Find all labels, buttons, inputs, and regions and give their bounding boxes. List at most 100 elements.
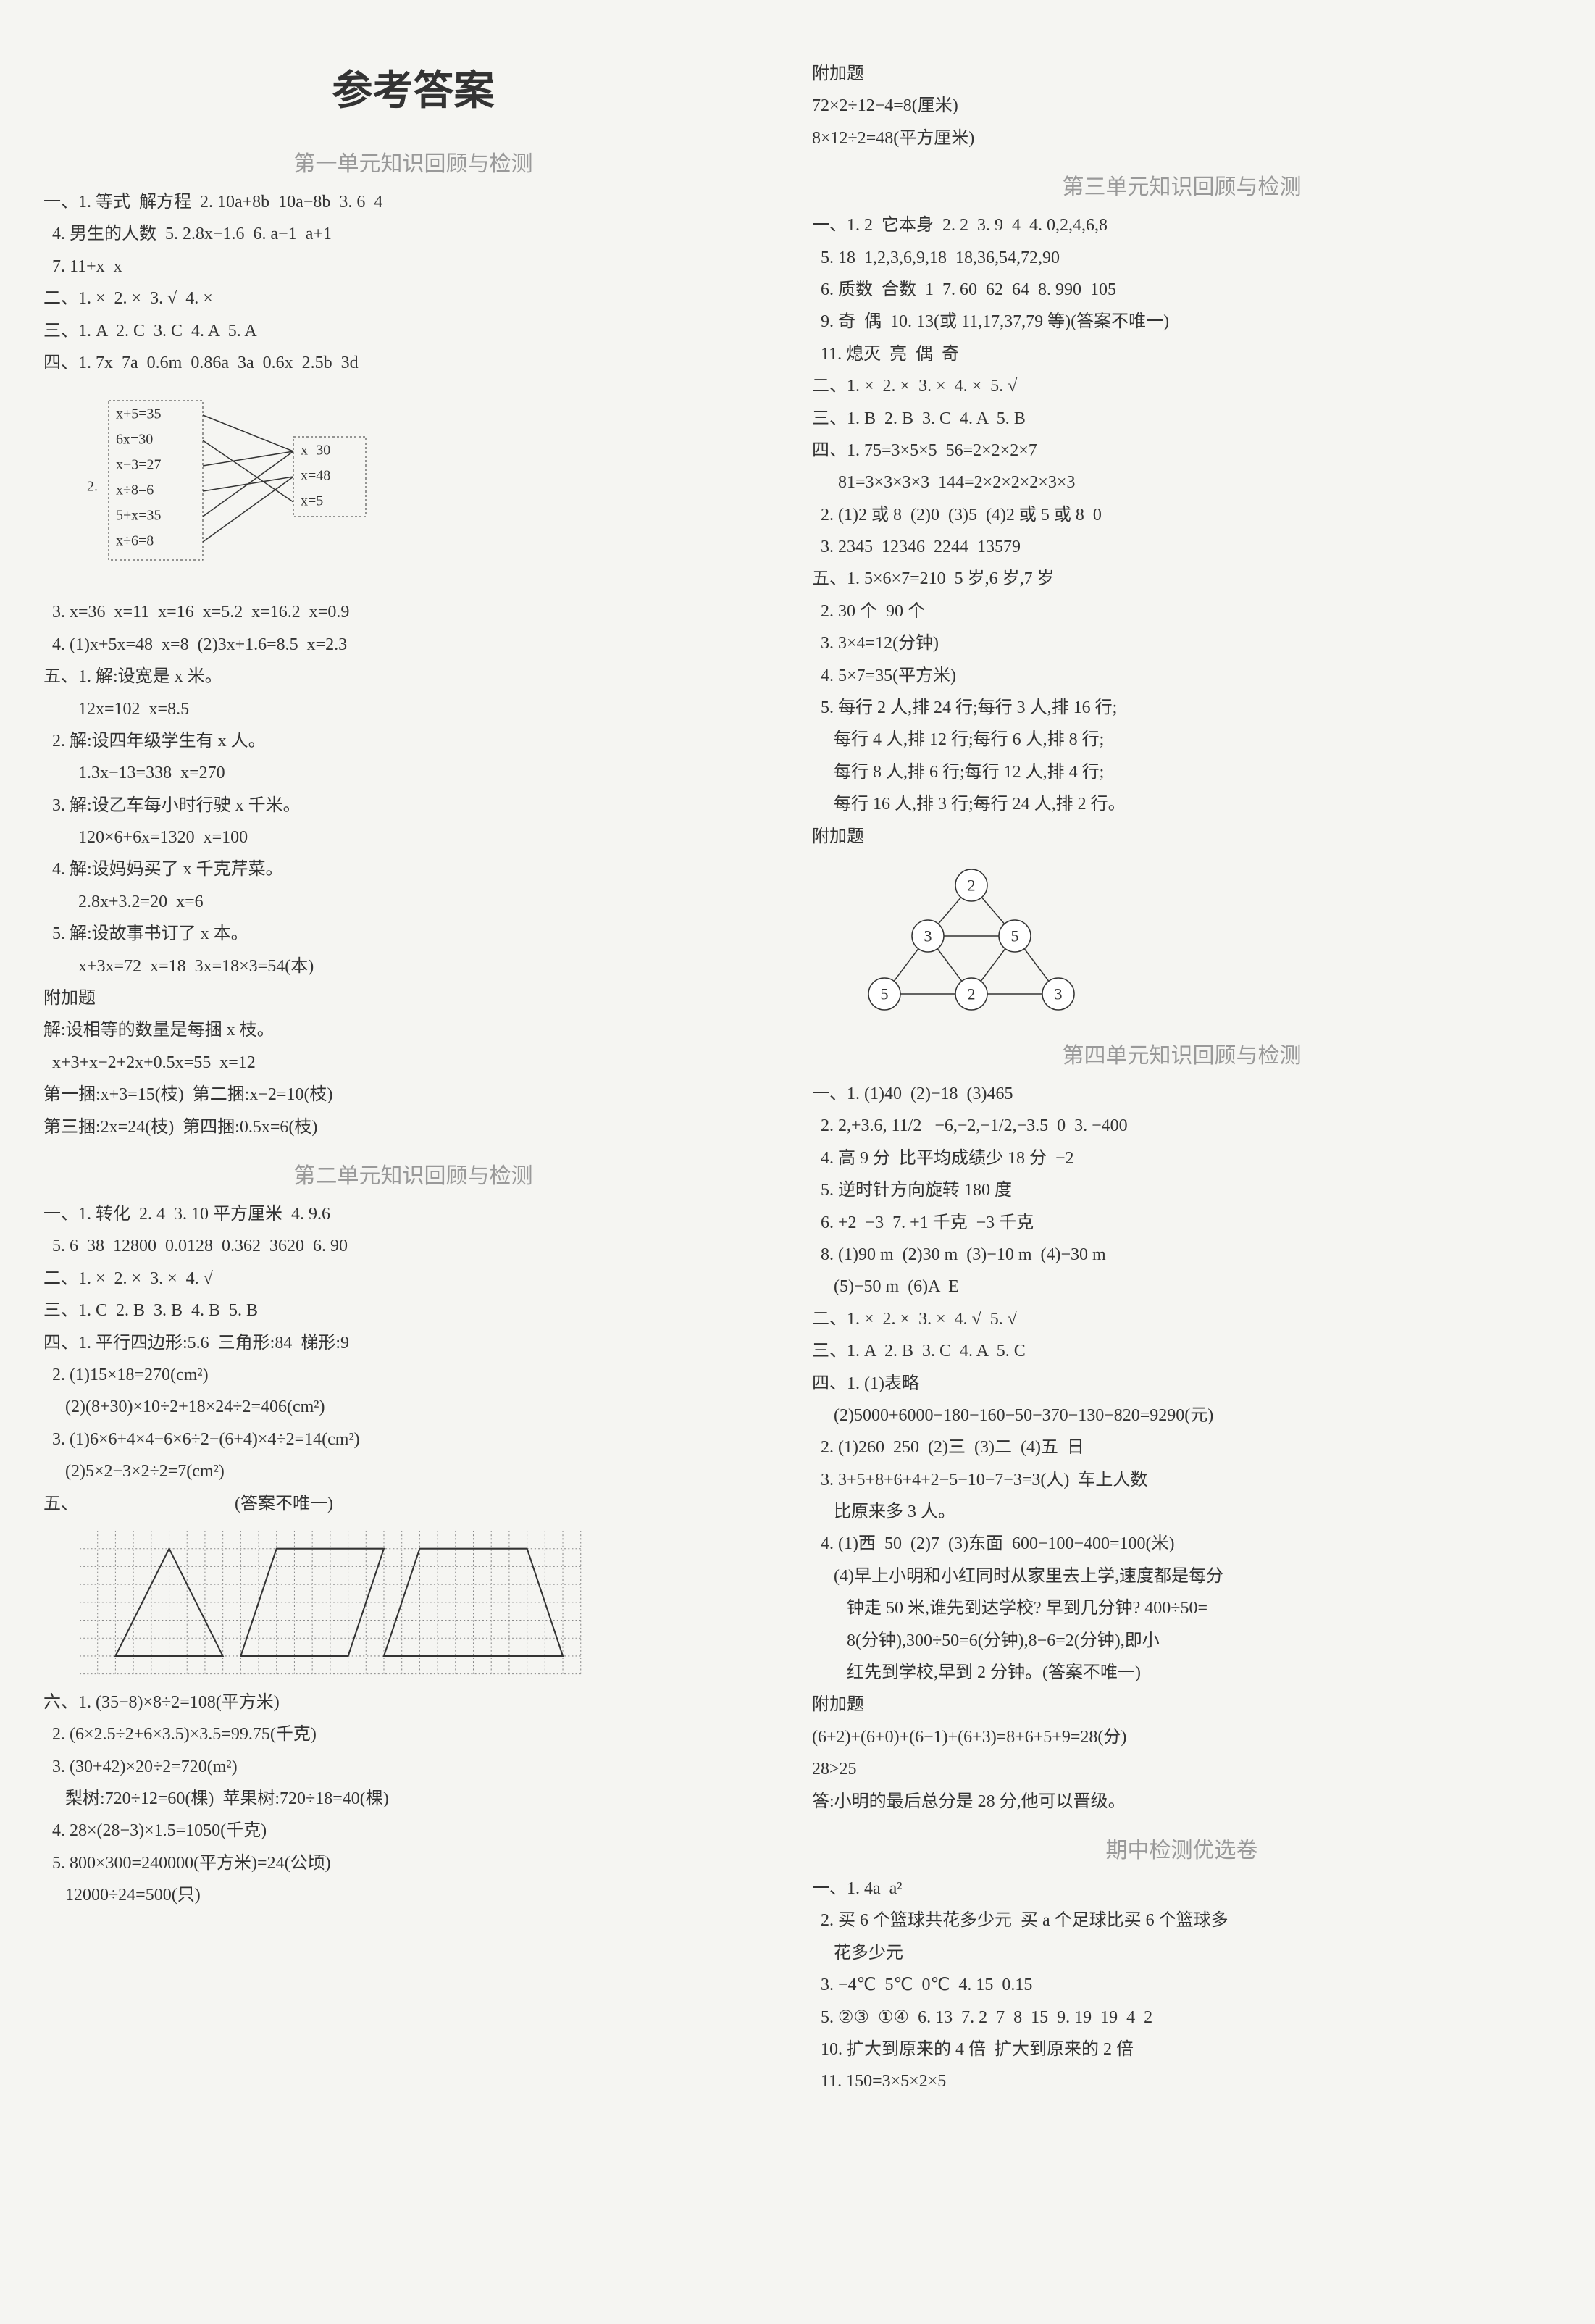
text-line: 梨树:720÷12=60(棵) 苹果树:720÷18=40(棵) bbox=[43, 1783, 783, 1815]
text-line: 12x=102 x=8.5 bbox=[43, 693, 783, 725]
text-line: 三、1. B 2. B 3. C 4. A 5. B bbox=[812, 403, 1552, 435]
unit2-title: 第二单元知识回顾与检测 bbox=[43, 1158, 783, 1190]
text-line: 6. 质数 合数 1 7. 60 62 64 8. 990 105 bbox=[812, 274, 1552, 306]
text-line: 红先到学校,早到 2 分钟。(答案不唯一) bbox=[812, 1657, 1552, 1689]
text-line: 四、1. 7x 7a 0.6m 0.86a 3a 0.6x 2.5b 3d bbox=[43, 347, 783, 379]
text-line: 每行 16 人,排 3 行;每行 24 人,排 2 行。 bbox=[812, 788, 1552, 820]
text-line: 答:小明的最后总分是 28 分,他可以晋级。 bbox=[812, 1786, 1552, 1818]
right-column: 附加题72×2÷12−4=8(厘米)8×12÷2=48(平方厘米) 第三单元知识… bbox=[812, 58, 1552, 2098]
text-line: 2. (6×2.5÷2+6×3.5)×3.5=99.75(千克) bbox=[43, 1718, 783, 1750]
text-line: 三、1. A 2. C 3. C 4. A 5. A bbox=[43, 315, 783, 347]
text-line: 2. (1)260 250 (2)三 (3)二 (4)五 日 bbox=[812, 1431, 1552, 1463]
text-line: 2. 解:设四年级学生有 x 人。 bbox=[43, 725, 783, 757]
unit1-title: 第一单元知识回顾与检测 bbox=[43, 146, 783, 177]
text-line: 1.3x−13=338 x=270 bbox=[43, 757, 783, 789]
text-line: 五、 (答案不唯一) bbox=[43, 1488, 783, 1520]
unit4-content: 一、1. (1)40 (2)−18 (3)465 2. 2,+3.6, 11/2… bbox=[812, 1078, 1552, 1818]
text-line: 五、1. 解:设宽是 x 米。 bbox=[43, 661, 783, 693]
text-line: x+3x=72 x=18 3x=18×3=54(本) bbox=[43, 950, 783, 982]
text-line: 2. 2,+3.6, 11/2 −6,−2,−1/2,−3.5 0 3. −40… bbox=[812, 1110, 1552, 1142]
text-line: 花多少元 bbox=[812, 1937, 1552, 1969]
text-line: 附加题 bbox=[812, 1689, 1552, 1721]
text-line: 附加题 bbox=[812, 821, 1552, 853]
text-line: 比原来多 3 人。 bbox=[812, 1496, 1552, 1528]
unit4-title: 第四单元知识回顾与检测 bbox=[812, 1037, 1552, 1069]
svg-text:5: 5 bbox=[1011, 927, 1019, 945]
text-line: 第一捆:x+3=15(枝) 第二捆:x−2=10(枝) bbox=[43, 1079, 783, 1111]
unit2-content: 一、1. 转化 2. 4 3. 10 平方厘米 4. 9.6 5. 6 38 1… bbox=[43, 1198, 783, 1520]
text-line: 8(分钟),300÷50=6(分钟),8−6=2(分钟),即小 bbox=[812, 1625, 1552, 1657]
svg-text:x=30: x=30 bbox=[301, 443, 330, 459]
text-line: 4. 5×7=35(平方米) bbox=[812, 660, 1552, 692]
text-line: 附加题 bbox=[43, 982, 783, 1014]
svg-text:x=48: x=48 bbox=[301, 468, 330, 484]
text-line: 3. x=36 x=11 x=16 x=5.2 x=16.2 x=0.9 bbox=[43, 596, 783, 628]
text-line: (2)5×2−3×2÷2=7(cm²) bbox=[43, 1455, 783, 1487]
text-line: 120×6+6x=1320 x=100 bbox=[43, 822, 783, 853]
text-line: 附加题 bbox=[812, 58, 1552, 90]
text-line: 11. 熄灭 亮 偶 奇 bbox=[812, 338, 1552, 370]
unit3-title: 第三单元知识回顾与检测 bbox=[812, 169, 1552, 201]
text-line: 每行 8 人,排 6 行;每行 12 人,排 4 行; bbox=[812, 756, 1552, 788]
text-line: 钟走 50 米,谁先到达学校? 早到几分钟? 400÷50= bbox=[812, 1592, 1552, 1624]
text-line: 2. 30 个 90 个 bbox=[812, 595, 1552, 627]
text-line: (2)5000+6000−180−160−50−370−130−820=9290… bbox=[812, 1400, 1552, 1431]
text-line: 2.8x+3.2=20 x=6 bbox=[43, 886, 783, 918]
text-line: 3. 解:设乙车每小时行驶 x 千米。 bbox=[43, 790, 783, 822]
text-line: 二、1. × 2. × 3. × 4. √ 5. √ bbox=[812, 1303, 1552, 1335]
svg-text:x÷6=8: x÷6=8 bbox=[116, 533, 154, 549]
text-line: 3. (30+42)×20÷2=720(m²) bbox=[43, 1751, 783, 1783]
text-line: 12000÷24=500(只) bbox=[43, 1879, 783, 1911]
text-line: 3. 3×4=12(分钟) bbox=[812, 627, 1552, 659]
unit3-content: 一、1. 2 它本身 2. 2 3. 9 4 4. 0,2,4,6,8 5. 1… bbox=[812, 209, 1552, 853]
svg-text:3: 3 bbox=[924, 927, 932, 945]
text-line: 4. (1)x+5x=48 x=8 (2)3x+1.6=8.5 x=2.3 bbox=[43, 629, 783, 661]
text-line: 一、1. 等式 解方程 2. 10a+8b 10a−8b 3. 6 4 bbox=[43, 186, 783, 218]
text-line: (4)早上小明和小红同时从家里去上学,速度都是每分 bbox=[812, 1560, 1552, 1592]
node-diagram: 235523 bbox=[848, 864, 1094, 1023]
text-line: x+3+x−2+2x+0.5x=55 x=12 bbox=[43, 1047, 783, 1079]
text-line: 5. 18 1,2,3,6,9,18 18,36,54,72,90 bbox=[812, 242, 1552, 274]
text-line: 二、1. × 2. × 3. × 4. × 5. √ bbox=[812, 370, 1552, 402]
text-line: 5. 解:设故事书订了 x 本。 bbox=[43, 918, 783, 950]
text-line: 四、1. 平行四边形:5.6 三角形:84 梯形:9 bbox=[43, 1327, 783, 1359]
text-line: 8×12÷2=48(平方厘米) bbox=[812, 122, 1552, 154]
svg-text:2: 2 bbox=[968, 985, 976, 1003]
text-line: 一、1. (1)40 (2)−18 (3)465 bbox=[812, 1078, 1552, 1110]
text-line: 一、1. 4a a² bbox=[812, 1873, 1552, 1905]
text-line: 5. 800×300=240000(平方米)=24(公顷) bbox=[43, 1847, 783, 1879]
text-line: 一、1. 2 它本身 2. 2 3. 9 4 4. 0,2,4,6,8 bbox=[812, 209, 1552, 241]
text-line: 2. (1)15×18=270(cm²) bbox=[43, 1359, 783, 1391]
text-line: 一、1. 转化 2. 4 3. 10 平方厘米 4. 9.6 bbox=[43, 1198, 783, 1230]
text-line: 五、1. 5×6×7=210 5 岁,6 岁,7 岁 bbox=[812, 563, 1552, 595]
text-line: 8. (1)90 m (2)30 m (3)−10 m (4)−30 m bbox=[812, 1239, 1552, 1271]
text-line: 第三捆:2x=24(枝) 第四捆:0.5x=6(枝) bbox=[43, 1111, 783, 1143]
text-line: 解:设相等的数量是每捆 x 枝。 bbox=[43, 1014, 783, 1046]
svg-text:2: 2 bbox=[968, 876, 976, 894]
text-line: 7. 11+x x bbox=[43, 251, 783, 283]
svg-text:3: 3 bbox=[1055, 985, 1063, 1003]
text-line: 三、1. A 2. B 3. C 4. A 5. C bbox=[812, 1335, 1552, 1367]
text-line: 9. 奇 偶 10. 13(或 11,17,37,79 等)(答案不唯一) bbox=[812, 306, 1552, 338]
text-line: 四、1. 75=3×5×5 56=2×2×2×7 bbox=[812, 435, 1552, 467]
left-column: 参考答案 第一单元知识回顾与检测 一、1. 等式 解方程 2. 10a+8b 1… bbox=[43, 58, 783, 2098]
text-line: 三、1. C 2. B 3. B 4. B 5. B bbox=[43, 1295, 783, 1326]
text-line: (2)(8+30)×10÷2+18×24÷2=406(cm²) bbox=[43, 1391, 783, 1423]
svg-text:6x=30: 6x=30 bbox=[116, 432, 153, 448]
svg-text:2.: 2. bbox=[87, 479, 98, 495]
unit2-content-after: 六、1. (35−8)×8÷2=108(平方米) 2. (6×2.5÷2+6×3… bbox=[43, 1686, 783, 1912]
text-line: 3. −4℃ 5℃ 0℃ 4. 15 0.15 bbox=[812, 1969, 1552, 2001]
svg-text:5+x=35: 5+x=35 bbox=[116, 508, 162, 524]
svg-text:x=5: x=5 bbox=[301, 493, 323, 509]
text-line: 72×2÷12−4=8(厘米) bbox=[812, 90, 1552, 122]
text-line: 4. 男生的人数 5. 2.8x−1.6 6. a−1 a+1 bbox=[43, 218, 783, 250]
extra-top: 附加题72×2÷12−4=8(厘米)8×12÷2=48(平方厘米) bbox=[812, 58, 1552, 154]
svg-text:x−3=27: x−3=27 bbox=[116, 457, 162, 473]
text-line: (5)−50 m (6)A E bbox=[812, 1271, 1552, 1303]
page: 参考答案 第一单元知识回顾与检测 一、1. 等式 解方程 2. 10a+8b 1… bbox=[43, 58, 1552, 2098]
matching-diagram: 2.x+5=356x=30x−3=27x÷8=65+x=35x÷6=8x=30x… bbox=[80, 393, 442, 582]
text-line: 10. 扩大到原来的 4 倍 扩大到原来的 2 倍 bbox=[812, 2034, 1552, 2065]
grid-shapes-figure bbox=[80, 1531, 587, 1676]
text-line: 四、1. (1)表略 bbox=[812, 1368, 1552, 1400]
text-line: 5. 逆时针方向旋转 180 度 bbox=[812, 1174, 1552, 1206]
